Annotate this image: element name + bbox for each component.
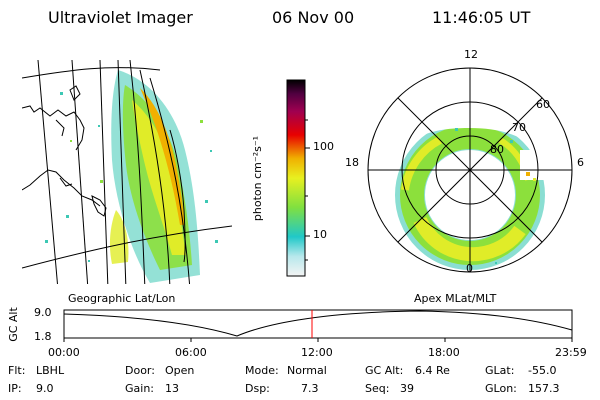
altitude-plot (63, 309, 573, 342)
altitude-ylabel: GC Alt (6, 307, 20, 342)
glon-label: GLon: (485, 382, 517, 395)
mlt-label-18: 18 (345, 156, 359, 169)
gcalt-value: 6.4 Re (415, 364, 450, 377)
glon-value: 157.3 (528, 382, 560, 395)
altitude-ytick-1-8: 1.8 (34, 330, 52, 343)
altitude-ytick-9: 9.0 (34, 306, 52, 319)
xtick-0000: 00:00 (48, 346, 80, 359)
glat-label: GLat: (485, 364, 515, 377)
lat-label-60: 60 (536, 98, 550, 111)
door-label: Door: (125, 364, 155, 377)
flt-value: LBHL (36, 364, 65, 377)
mlt-label-12: 12 (464, 48, 478, 61)
mlt-label-0: 0 (466, 262, 473, 275)
mode-label: Mode: (245, 364, 279, 377)
apex-label: Apex MLat/MLT (414, 292, 497, 305)
geographic-map (22, 59, 232, 284)
xtick-1800: 18:00 (428, 346, 460, 359)
date-label: 06 Nov 00 (272, 8, 355, 27)
xtick-1200: 12:00 (301, 346, 333, 359)
flt-label: Flt: (8, 364, 26, 377)
glat-value: -55.0 (528, 364, 557, 377)
ip-value: 9.0 (36, 382, 54, 395)
lat-label-80: 80 (490, 143, 504, 156)
colorbar-tick-100: 100 (313, 140, 334, 153)
colorbar (286, 79, 310, 277)
dsp-label: Dsp: (245, 382, 270, 395)
gain-value: 13 (165, 382, 179, 395)
seq-value: 39 (400, 382, 414, 395)
time-label: 11:46:05 UT (432, 8, 531, 27)
colorbar-tick-10: 10 (313, 228, 327, 241)
instrument-title: Ultraviolet Imager (48, 8, 193, 27)
seq-label: Seq: (365, 382, 390, 395)
geographic-label: Geographic Lat/Lon (68, 292, 176, 305)
gcalt-label: GC Alt: (365, 364, 404, 377)
gain-label: Gain: (125, 382, 154, 395)
colorbar-label: photon cm⁻²s⁻¹ (251, 135, 265, 222)
mode-value: Normal (287, 364, 327, 377)
door-value: Open (165, 364, 195, 377)
xtick-2359: 23:59 (555, 346, 587, 359)
lat-label-70: 70 (512, 121, 526, 134)
polar-plot (367, 67, 573, 273)
xtick-0600: 06:00 (175, 346, 207, 359)
dsp-value: 7.3 (301, 382, 319, 395)
ip-label: IP: (8, 382, 22, 395)
mlt-label-6: 6 (577, 156, 584, 169)
